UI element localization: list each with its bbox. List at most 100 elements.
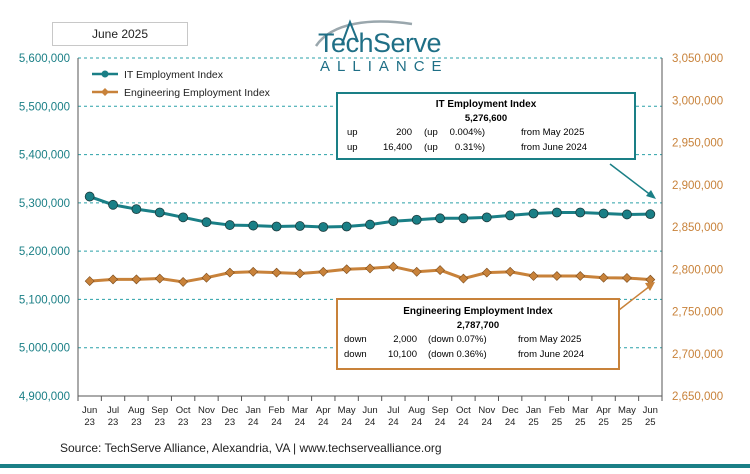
legend-swatch-marker: [101, 88, 109, 96]
engineering-annotation-percent: (down 0.36%): [428, 349, 487, 360]
x-tick-label-year: 23: [131, 417, 142, 428]
x-tick-label-year: 24: [458, 417, 469, 428]
engineering-series-point: [294, 268, 305, 279]
engineering-series-point: [341, 264, 352, 275]
it-annotation-change: 200: [396, 127, 412, 138]
it-series-point: [84, 191, 95, 202]
engineering-series-point: [131, 274, 142, 285]
x-tick-label-year: 23: [84, 417, 95, 428]
it-annotation-period: from June 2024: [521, 142, 587, 153]
left-tick-label: 5,300,000: [19, 198, 70, 210]
x-tick-label-year: 24: [318, 417, 329, 428]
it-series-point: [248, 220, 259, 231]
logo-alliance: ALLIANCE: [320, 58, 449, 75]
it-annotation-arrow: [609, 163, 653, 197]
it-annotation-box: [336, 92, 636, 160]
x-tick-label-month: Jun: [362, 405, 377, 416]
x-tick-label-month: Jan: [246, 405, 261, 416]
it-series-point: [598, 208, 609, 219]
legend-swatch-marker: [101, 70, 109, 78]
it-series-point: [435, 213, 445, 224]
legend-label: Engineering Employment Index: [124, 87, 271, 99]
engineering-series-point: [154, 273, 165, 284]
x-tick-label-month: Mar: [292, 405, 308, 416]
x-tick-label-month: Feb: [549, 405, 565, 416]
right-tick-label: 2,750,000: [672, 307, 723, 319]
x-tick-label-year: 24: [271, 417, 282, 428]
x-tick-label-month: Mar: [572, 405, 588, 416]
engineering-series-point: [505, 266, 516, 277]
it-series-point: [154, 207, 165, 218]
x-tick-label-year: 24: [482, 417, 493, 428]
left-tick-label: 5,400,000: [19, 150, 70, 162]
x-tick-label-year: 25: [575, 417, 586, 428]
it-annotation-direction-paren: (up: [424, 142, 438, 153]
it-series-point: [271, 221, 282, 232]
engineering-series-point: [551, 271, 562, 281]
right-y-axis: 2,650,000 2,700,000 2,750,000 2,800,000 2,85…: [661, 53, 723, 403]
x-tick-label-month: Oct: [456, 405, 471, 416]
it-series-point: [224, 220, 235, 230]
x-tick-label-year: 23: [154, 417, 165, 428]
engineering-series-point: [178, 277, 189, 287]
x-tick-label-year: 25: [645, 417, 656, 428]
it-annotation-title: IT Employment Index: [436, 99, 537, 110]
it-series-point: [645, 209, 656, 220]
x-tick-label-month: Nov: [198, 405, 215, 416]
engineering-annotation-value: 2,787,700: [457, 320, 499, 331]
x-tick-label-year: 25: [622, 417, 633, 428]
engineering-series-point: [458, 273, 469, 284]
x-tick-label-year: 23: [225, 417, 236, 428]
engineering-series-point: [224, 267, 235, 278]
right-tick-label: 3,000,000: [672, 95, 723, 107]
x-tick-label-year: 24: [365, 417, 376, 428]
annotations: IT Employment Index 5,276,600 up 200 (up 0.00…: [336, 92, 656, 370]
engineering-series-point: [481, 267, 492, 278]
engineering-annotation-direction: down: [344, 334, 367, 345]
it-series-point: [365, 219, 375, 230]
it-series-point: [178, 212, 189, 223]
engineering-series-point: [575, 271, 586, 281]
engineering-series-point: [411, 266, 422, 277]
it-series-point: [108, 199, 118, 210]
x-tick-label-year: 23: [201, 417, 212, 428]
logo-name: TechServe: [318, 28, 442, 58]
engineering-series-point: [201, 272, 212, 283]
x-tick-label-year: 24: [411, 417, 422, 428]
x-tick-label-year: 24: [505, 417, 516, 428]
date-label: June 2025: [52, 22, 188, 46]
x-tick-label-month: Apr: [316, 405, 331, 416]
engineering-annotation-arrow: [618, 285, 651, 311]
logo-swoosh-icon: [314, 19, 413, 47]
engineering-series-point: [84, 276, 95, 287]
x-tick-label-year: 24: [435, 417, 446, 428]
x-tick-label-month: Jan: [526, 405, 541, 416]
x-tick-label-month: Jun: [643, 405, 658, 416]
it-series-point: [318, 222, 329, 232]
x-tick-label-month: Nov: [478, 405, 495, 416]
x-tick-label-month: Oct: [176, 405, 191, 416]
legend-label: IT Employment Index: [124, 69, 224, 81]
it-series-point: [131, 204, 142, 215]
it-series-point: [505, 210, 516, 221]
it-series-point: [622, 209, 632, 220]
it-annotation-percent: 0.004%): [450, 127, 485, 138]
x-tick-label-month: Feb: [268, 405, 284, 416]
left-tick-label: 5,000,000: [19, 343, 70, 355]
right-tick-label: 2,800,000: [672, 264, 723, 276]
x-tick-label-year: 23: [178, 417, 189, 428]
right-tick-label: 2,650,000: [672, 391, 723, 403]
left-tick-label: 5,200,000: [19, 246, 70, 258]
x-axis: Jun23Jul23Aug23Sep23Oct23Nov23Dec23Jan24…: [77, 395, 663, 428]
engineering-series-point: [318, 266, 329, 277]
right-tick-label: 2,950,000: [672, 138, 723, 150]
chart-legend: IT Employment Index Engineering Employmen…: [92, 69, 271, 99]
left-y-axis: 4,900,000 5,000,000 5,100,000 5,200,000 5,30…: [19, 53, 79, 403]
x-tick-label-month: Jul: [387, 405, 399, 416]
bottom-rule: [0, 464, 750, 468]
it-series-point: [458, 213, 469, 224]
it-series-point: [388, 216, 399, 227]
x-tick-label-month: May: [338, 405, 356, 416]
